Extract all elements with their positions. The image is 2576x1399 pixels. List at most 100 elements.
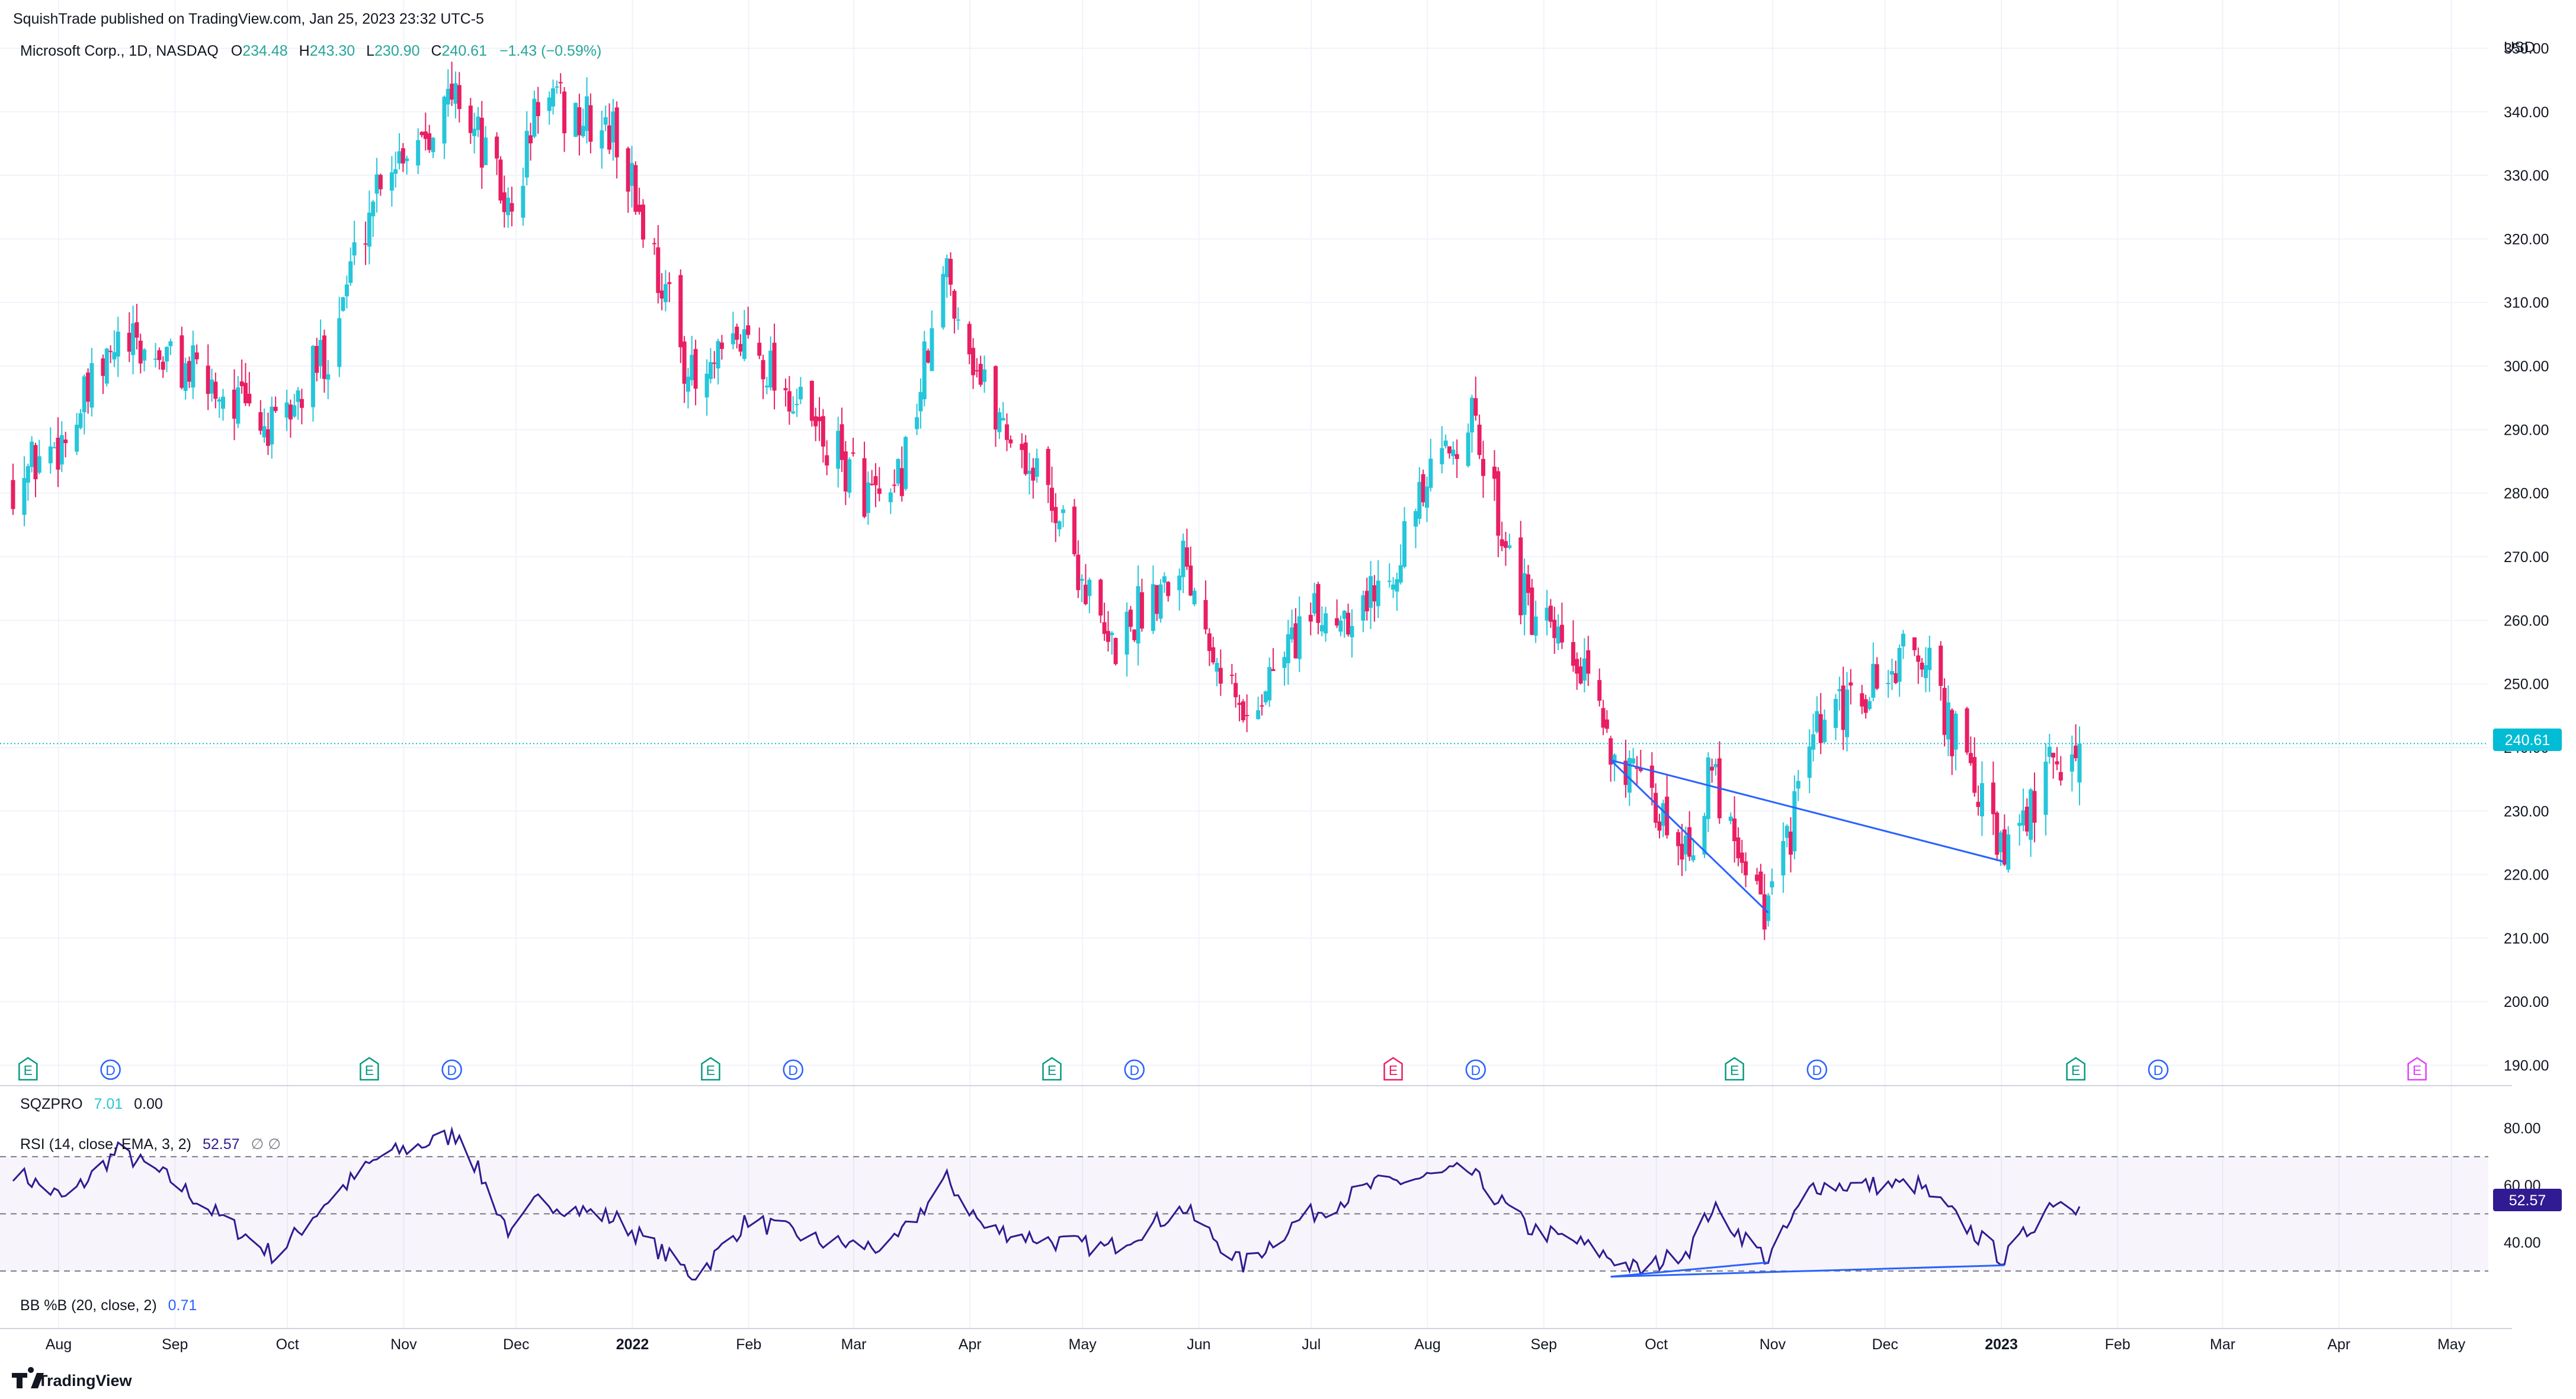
candle bbox=[783, 378, 788, 407]
candle bbox=[101, 354, 105, 394]
candle bbox=[1604, 710, 1609, 733]
candle bbox=[1421, 469, 1425, 507]
earnings-marker[interactable]: E bbox=[360, 1057, 379, 1081]
candle bbox=[1440, 426, 1444, 473]
dividend-marker[interactable]: D bbox=[1124, 1059, 1145, 1080]
candle bbox=[1079, 574, 1084, 602]
candle bbox=[405, 155, 409, 175]
candle bbox=[457, 72, 462, 123]
candle bbox=[614, 101, 619, 179]
dividend-marker[interactable]: D bbox=[100, 1059, 121, 1080]
time-tick-label: Apr bbox=[2327, 1336, 2350, 1353]
svg-text:E: E bbox=[2412, 1063, 2421, 1078]
candle bbox=[153, 343, 158, 368]
candle bbox=[1005, 413, 1010, 451]
candle bbox=[495, 132, 499, 175]
candle bbox=[611, 99, 616, 161]
candle bbox=[442, 95, 447, 159]
candle bbox=[1256, 697, 1261, 720]
dividend-marker[interactable]: D bbox=[1465, 1059, 1486, 1080]
price-tick-label: 300.00 bbox=[2504, 358, 2549, 375]
price-tick-label: 270.00 bbox=[2504, 549, 2549, 566]
candle bbox=[108, 345, 113, 364]
candle bbox=[975, 358, 979, 378]
earnings-marker[interactable]: E bbox=[2407, 1057, 2427, 1081]
candle bbox=[1267, 657, 1272, 707]
candle bbox=[682, 336, 687, 403]
dividend-marker[interactable]: D bbox=[783, 1059, 803, 1080]
candle bbox=[685, 368, 690, 409]
candle bbox=[1218, 649, 1223, 696]
dividend-marker[interactable]: D bbox=[2148, 1059, 2169, 1080]
earnings-marker[interactable]: E bbox=[18, 1057, 38, 1081]
time-tick-label: Aug bbox=[1414, 1336, 1440, 1353]
earnings-marker[interactable]: E bbox=[1042, 1057, 1062, 1081]
earnings-marker[interactable]: E bbox=[1383, 1057, 1403, 1081]
chart-grid bbox=[0, 0, 2488, 1329]
candle bbox=[1889, 658, 1894, 691]
price-trendline[interactable] bbox=[1610, 759, 1769, 914]
candle bbox=[1545, 589, 1549, 636]
price-tick-label: 230.00 bbox=[2504, 803, 2549, 820]
rsi-legend[interactable]: RSI (14, close, EMA, 3, 2) 52.57 ∅ ∅ bbox=[20, 1136, 281, 1153]
candle bbox=[1706, 752, 1710, 832]
tradingview-logo[interactable]: TradingView bbox=[12, 1367, 133, 1390]
candle bbox=[1834, 694, 1838, 740]
candle bbox=[2069, 735, 2074, 792]
candle bbox=[1893, 660, 1898, 685]
dividend-marker[interactable]: D bbox=[441, 1059, 462, 1080]
candle bbox=[1391, 577, 1396, 598]
candle bbox=[1312, 582, 1317, 617]
time-axis[interactable]: Aug Sep Oct Nov Dec 2022 Feb Mar Apr May Jun Jul Aug… bbox=[46, 1336, 2466, 1353]
earnings-marker[interactable]: E bbox=[2066, 1057, 2085, 1081]
candle bbox=[1290, 609, 1295, 643]
rsi-band bbox=[0, 1156, 2488, 1272]
price-trendline[interactable] bbox=[1610, 759, 2005, 863]
candle bbox=[982, 355, 987, 393]
time-tick-label: Mar bbox=[2210, 1336, 2235, 1353]
candle bbox=[930, 310, 934, 371]
candle bbox=[30, 436, 34, 473]
candle bbox=[2029, 788, 2033, 857]
candle bbox=[1369, 561, 1373, 630]
candle bbox=[1530, 579, 1534, 636]
candle bbox=[1271, 648, 1276, 671]
rsi-line bbox=[12, 1126, 2081, 1281]
candle bbox=[37, 439, 41, 474]
candle bbox=[75, 413, 79, 455]
bb-legend[interactable]: BB %B (20, close, 2) 0.71 bbox=[20, 1297, 197, 1314]
time-tick-label: Feb bbox=[2105, 1336, 2130, 1353]
price-axis-currency: USD bbox=[2504, 39, 2535, 56]
rsi-line-group bbox=[12, 1126, 2081, 1281]
candle bbox=[1518, 521, 1523, 625]
candle bbox=[1744, 852, 1748, 887]
candle bbox=[1324, 607, 1328, 642]
svg-text:E: E bbox=[706, 1063, 715, 1078]
rsi-divergence-line[interactable] bbox=[1610, 1264, 2005, 1278]
candle bbox=[941, 266, 946, 330]
candle bbox=[116, 316, 120, 377]
candle bbox=[183, 357, 188, 400]
time-tick-label: Feb bbox=[736, 1336, 761, 1353]
sqzpro-legend[interactable]: SQZPRO 7.01 0.00 bbox=[20, 1096, 163, 1112]
dividend-marker[interactable]: D bbox=[1806, 1059, 1828, 1080]
candle bbox=[1087, 577, 1092, 614]
candle bbox=[56, 417, 60, 487]
candle bbox=[423, 113, 428, 151]
rsi-divergence-line[interactable] bbox=[1610, 1261, 1768, 1278]
candle bbox=[1860, 685, 1864, 714]
candle bbox=[892, 469, 897, 493]
candle bbox=[873, 463, 878, 508]
candle bbox=[1034, 448, 1039, 483]
candle bbox=[322, 329, 326, 393]
candle bbox=[1083, 564, 1088, 606]
legend-symbol[interactable]: Microsoft Corp., 1D, NASDAQ O234.48 H243… bbox=[20, 43, 601, 59]
earnings-marker[interactable]: E bbox=[1725, 1057, 1744, 1081]
svg-text:E: E bbox=[1389, 1063, 1398, 1078]
candle bbox=[528, 123, 533, 161]
candle bbox=[1522, 559, 1527, 636]
earnings-marker[interactable]: E bbox=[701, 1057, 720, 1081]
candle bbox=[2006, 826, 2011, 873]
candle bbox=[1128, 606, 1133, 632]
